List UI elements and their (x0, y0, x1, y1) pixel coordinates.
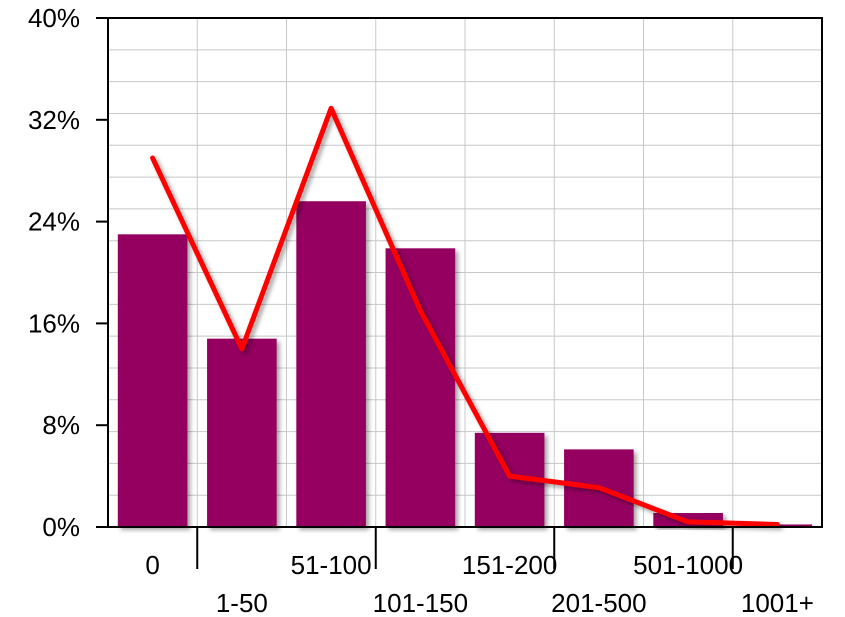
bar-101-150 (385, 248, 456, 527)
x-tick-label: 501-1000 (633, 550, 743, 580)
x-tick-label: 51-100 (291, 550, 372, 580)
line-series (150, 105, 780, 527)
x-tick-label: 101-150 (373, 588, 468, 617)
bar-0 (117, 234, 188, 527)
x-tick-label: 1001+ (741, 588, 814, 617)
axes (96, 17, 823, 569)
y-tick-label: 16% (28, 308, 80, 338)
x-tick-label: 151-200 (462, 550, 557, 580)
x-tick-label: 0 (145, 550, 159, 580)
plot-frame (107, 17, 823, 528)
x-tick-label: 201-500 (551, 588, 646, 617)
y-tick-label: 8% (42, 410, 80, 440)
bars (117, 201, 813, 528)
y-tick-label: 40% (28, 3, 80, 33)
y-axis-labels: 0% 8% 16% 24% 32% 40% (28, 3, 80, 542)
line-series-path (150, 105, 780, 527)
bar-51-100 (296, 201, 366, 528)
y-tick-label: 32% (28, 105, 80, 135)
bar-1-50 (207, 338, 277, 527)
y-tick-label: 0% (42, 512, 80, 542)
x-tick-label: 1-50 (216, 588, 268, 617)
y-tick-label: 24% (28, 207, 80, 237)
